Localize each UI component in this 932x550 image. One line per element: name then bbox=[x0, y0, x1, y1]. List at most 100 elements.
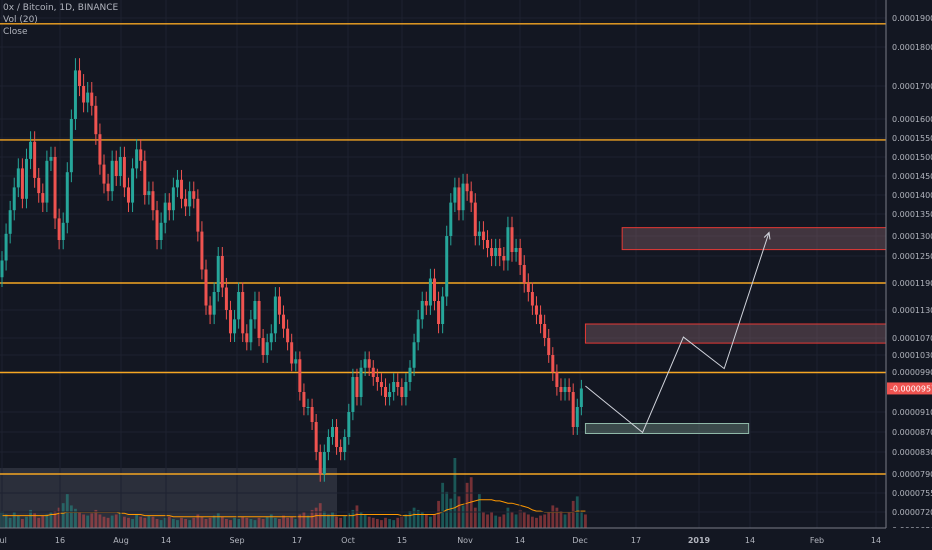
candle-body bbox=[571, 392, 575, 427]
projection-line bbox=[585, 232, 770, 434]
volume-bar bbox=[477, 494, 481, 528]
volume-bar bbox=[241, 516, 245, 528]
candle-body bbox=[363, 359, 367, 368]
time-tick-label: Sep bbox=[229, 536, 244, 545]
candle-body bbox=[551, 355, 555, 372]
candle-body bbox=[302, 392, 306, 407]
candle-body bbox=[12, 187, 16, 211]
candle-body bbox=[522, 265, 526, 283]
volume-bar bbox=[204, 518, 208, 528]
candle-body bbox=[322, 452, 326, 474]
volume-bar bbox=[290, 516, 294, 528]
candle-body bbox=[0, 260, 4, 278]
volume-bar bbox=[196, 514, 200, 528]
volume-bar bbox=[229, 520, 232, 528]
candle-body bbox=[539, 314, 543, 324]
candle-body bbox=[29, 141, 33, 159]
volume-bar bbox=[118, 512, 122, 528]
volume-bar bbox=[257, 517, 261, 528]
candle-body bbox=[445, 236, 449, 297]
volume-bar bbox=[65, 494, 69, 528]
volume-highlight-box bbox=[0, 468, 337, 528]
price-tick-label: 0.00017000 bbox=[892, 82, 932, 91]
candle-body bbox=[547, 338, 551, 355]
candle-body bbox=[20, 168, 24, 199]
candle-body bbox=[502, 256, 506, 261]
candle-body bbox=[216, 256, 220, 292]
candle-body bbox=[69, 119, 73, 173]
volume-bar bbox=[555, 507, 559, 528]
candle-body bbox=[437, 301, 441, 324]
candle-body bbox=[530, 292, 534, 306]
candle-body bbox=[24, 158, 28, 199]
candle-body bbox=[196, 198, 200, 232]
volume-bar bbox=[547, 512, 551, 528]
volume-bar bbox=[473, 507, 477, 528]
volume-bar bbox=[584, 514, 587, 528]
volume-bar bbox=[12, 512, 16, 528]
candle-body bbox=[563, 387, 567, 392]
time-tick-label: Dec bbox=[572, 536, 587, 545]
candle-body bbox=[90, 92, 94, 106]
volume-bar bbox=[110, 515, 114, 528]
volume-bar bbox=[322, 511, 326, 528]
price-tick-label: 0.00014000 bbox=[892, 191, 932, 200]
volume-bar bbox=[171, 518, 175, 528]
candle-body bbox=[379, 382, 383, 387]
time-tick-label: Nov bbox=[457, 536, 473, 545]
candle-body bbox=[575, 407, 579, 427]
volume-bar bbox=[514, 514, 518, 528]
candle-body bbox=[61, 222, 65, 240]
volume-bar bbox=[49, 512, 53, 528]
horizontal-levels bbox=[0, 23, 886, 475]
candle-body bbox=[432, 278, 436, 301]
candle-body bbox=[78, 70, 82, 86]
candles bbox=[0, 58, 583, 482]
volume-bar bbox=[253, 520, 257, 528]
candle-body bbox=[57, 218, 61, 240]
price-tick-label: 0.00007900 bbox=[892, 470, 932, 479]
volume-bar bbox=[102, 516, 106, 528]
candle-body bbox=[33, 141, 37, 178]
candle-body bbox=[388, 392, 392, 397]
candle-body bbox=[253, 301, 257, 320]
volume-bar bbox=[147, 515, 151, 528]
time-tick-label: Jul bbox=[0, 536, 7, 545]
candle-body bbox=[8, 210, 12, 234]
candle-body bbox=[339, 447, 343, 452]
price-tick-label: 0.00014500 bbox=[892, 172, 932, 181]
volume-bar bbox=[94, 509, 98, 528]
volume-bar bbox=[571, 500, 575, 528]
volume-bar bbox=[526, 514, 530, 528]
volume-bar bbox=[131, 518, 134, 528]
volume-bar bbox=[163, 517, 167, 528]
volume-bar bbox=[367, 516, 371, 528]
volume-bar bbox=[510, 512, 514, 528]
candle-body bbox=[473, 202, 477, 236]
price-axis: 0.00019000 0.00018000 0.00017000 0.00016000… bbox=[885, 0, 932, 550]
candle-body bbox=[351, 377, 355, 412]
volume-bar bbox=[371, 517, 375, 528]
volume-bar bbox=[139, 516, 143, 528]
price-tick-label: 0.00009900 bbox=[892, 368, 932, 377]
volume-bar bbox=[543, 514, 547, 528]
candle-body bbox=[143, 160, 147, 195]
volume-bar bbox=[82, 514, 85, 528]
candle-body bbox=[233, 319, 237, 334]
volume-bar bbox=[359, 512, 363, 528]
time-tick-label: Feb bbox=[810, 536, 824, 545]
candle-body bbox=[73, 70, 77, 119]
candle-body bbox=[335, 427, 339, 447]
candle-body bbox=[412, 342, 416, 368]
candle-body bbox=[261, 338, 265, 355]
volume-bar bbox=[127, 517, 130, 528]
volume-bar bbox=[314, 507, 318, 528]
volume-bar bbox=[420, 512, 424, 528]
volume-bar bbox=[388, 518, 391, 528]
candle-body bbox=[486, 240, 490, 248]
volume-bar bbox=[45, 514, 49, 528]
volume-bar bbox=[273, 517, 277, 528]
volume-bar bbox=[331, 512, 334, 528]
